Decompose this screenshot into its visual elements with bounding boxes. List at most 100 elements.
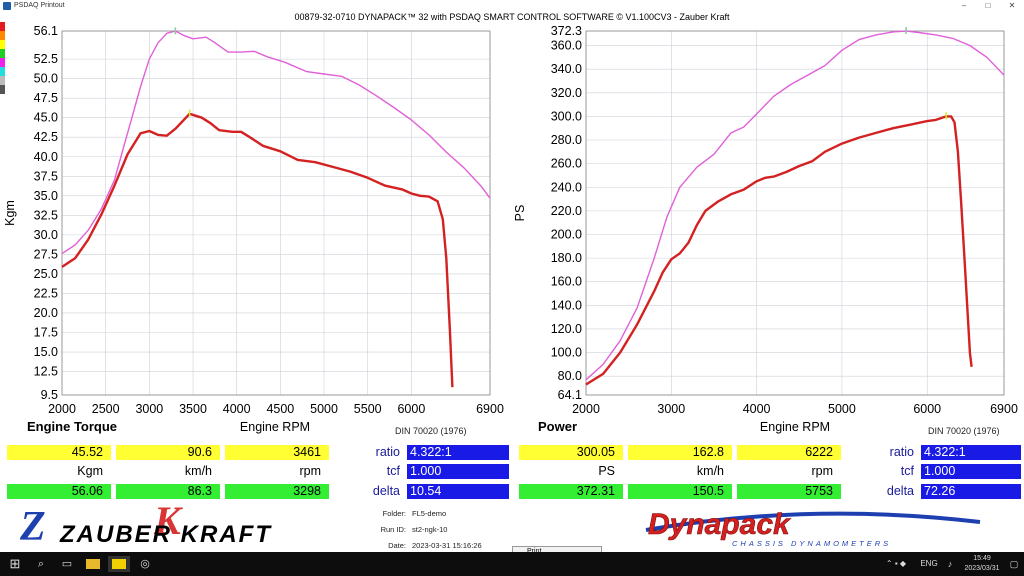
power-panel-title: Power (538, 419, 578, 434)
folder-value: FL5-demo (412, 509, 447, 518)
y-tick-label: 200.0 (551, 227, 582, 241)
y-tick-label: 52.5 (34, 52, 58, 66)
dyno-charts: 56.1 52.5 50.0 47.5 45.0 42.5 40.0 37.5 35.0 32.5… (3, 24, 1018, 434)
y-tick-label: 120.0 (551, 322, 582, 336)
y-tick-label: 17.5 (34, 326, 58, 340)
rpm-unit-label: rpm (299, 464, 321, 478)
runid-info: Run ID: st2-ngk-10 (378, 525, 448, 534)
y-tick-label: 56.1 (34, 24, 58, 38)
minimize-button[interactable]: – (961, 1, 967, 10)
window-title: PSDAQ Printout (14, 2, 65, 9)
run-color-swatch[interactable] (0, 76, 5, 85)
y-tick-label: 25.0 (34, 267, 58, 281)
x-tick-label: 6900 (990, 402, 1018, 416)
language-indicator[interactable]: ENG (920, 559, 938, 568)
x-tick-label: 2000 (48, 402, 76, 416)
y-axis-title: PS (513, 205, 527, 222)
delta-value: 10.54 (407, 484, 509, 499)
x-axis-title: Engine RPM (760, 420, 830, 434)
run-color-swatch[interactable] (0, 22, 5, 31)
y-tick-label: 180.0 (551, 251, 582, 265)
x-tick-label: 6900 (476, 402, 504, 416)
task-view-icon[interactable]: ▭ (61, 558, 73, 570)
power-ratio-label: ratio (889, 445, 914, 459)
power-delta-value: 72.26 (921, 484, 1021, 499)
y-tick-label: 100.0 (551, 346, 582, 360)
notification-icon[interactable]: ▢ (1009, 559, 1019, 569)
torque-rpm-value: 3461 (225, 445, 329, 460)
date-label: Date: (388, 541, 406, 550)
dynapack-logo: Dynapack CHASSIS DYNAMOMETERS (645, 508, 981, 548)
y-tick-label: 47.5 (34, 91, 58, 105)
power-rpm-value: 6222 (737, 445, 841, 460)
clock-time[interactable]: 15:49 (973, 555, 991, 562)
torque-unit-label: Kgm (77, 464, 103, 478)
power-tcf-value: 1.000 (921, 464, 1021, 479)
speaker-icon[interactable]: ♪ (947, 559, 953, 569)
ratio-value: 4.322:1 (407, 445, 509, 460)
app-icon-2[interactable]: ◎ (140, 558, 150, 570)
x-tick-label: 5000 (828, 402, 856, 416)
zauber-monogram-z: Z (19, 504, 46, 548)
close-button[interactable]: ✕ (1008, 1, 1016, 10)
x-tick-label: 4000 (223, 402, 251, 416)
runid-value: st2-ngk-10 (412, 525, 448, 534)
run-color-swatches[interactable] (0, 22, 5, 94)
x-tick-label: 5500 (354, 402, 382, 416)
y-tick-label: 50.0 (34, 72, 58, 86)
zauber-kraft-logo: Z K ZAUBER KRAFT (19, 504, 272, 548)
y-tick-label: 30.0 (34, 228, 58, 242)
torque-peak-value: 45.52 (7, 445, 111, 460)
start-icon[interactable]: ⊞ (9, 556, 21, 571)
primary-run-line (585, 115, 973, 386)
compare-run-line (585, 30, 1005, 381)
x-tick-label: 2000 (572, 402, 600, 416)
y-tick-label: 27.5 (34, 247, 58, 261)
primary-run-line (61, 112, 454, 388)
y-tick-label: 22.5 (34, 286, 58, 300)
power-compare-value: 372.31 (519, 484, 623, 499)
run-color-swatch[interactable] (0, 67, 5, 76)
x-tick-label: 2500 (92, 402, 120, 416)
y-tick-label: 160.0 (551, 275, 582, 289)
file-explorer-icon[interactable] (82, 556, 104, 572)
clock-date[interactable]: 2023/03/31 (964, 565, 1000, 572)
dynapack-swoosh (645, 511, 981, 532)
tray-icons[interactable]: ⌃ ▪ ◆ (885, 559, 907, 568)
y-tick-label: 260.0 (551, 157, 582, 171)
tcf-label: tcf (386, 464, 400, 478)
psdaq-app-icon[interactable] (108, 556, 130, 572)
y-tick-label: 37.5 (34, 169, 58, 183)
run-color-swatch[interactable] (0, 49, 5, 58)
maximize-button[interactable]: □ (985, 1, 991, 10)
x-tick-label: 4500 (266, 402, 294, 416)
dynapack-logo-text: Dynapack (648, 508, 791, 541)
power-tcf-label: tcf (900, 464, 914, 478)
date-value: 2023-03-31 15:16:26 (412, 541, 482, 550)
y-tick-label: 80.0 (558, 369, 582, 383)
x-axis-title: Engine RPM (240, 420, 310, 434)
power-delta-label: delta (886, 484, 914, 498)
torque-din-standard: DIN 70020 (1976) (395, 426, 467, 436)
plot-frame (585, 30, 1005, 396)
y-tick-label: 220.0 (551, 204, 582, 218)
zauber-logo-text: ZAUBER KRAFT (59, 521, 272, 548)
folder-label: Folder: (382, 509, 406, 518)
y-tick-label: 42.5 (34, 130, 58, 144)
run-color-swatch[interactable] (0, 40, 5, 49)
y-tick-label: 40.0 (34, 150, 58, 164)
torque-panel-title: Engine Torque (27, 419, 118, 434)
run-color-swatch[interactable] (0, 85, 5, 94)
tcf-value: 1.000 (407, 464, 509, 479)
search-icon[interactable]: ⌕ (37, 558, 45, 570)
y-tick-label: 320.0 (551, 86, 582, 100)
power-unit-label: PS (598, 464, 615, 478)
y-tick-label: 140.0 (551, 298, 582, 312)
y-axis-title: Kgm (3, 200, 17, 226)
x-tick-label: 3000 (657, 402, 685, 416)
run-color-swatch[interactable] (0, 58, 5, 67)
run-color-swatch[interactable] (0, 31, 5, 40)
torque-chart: 56.1 52.5 50.0 47.5 45.0 42.5 40.0 37.5 35.0 32.5… (3, 24, 504, 434)
delta-label: delta (372, 484, 400, 498)
torque-compare-speed: 86.3 (116, 484, 220, 499)
